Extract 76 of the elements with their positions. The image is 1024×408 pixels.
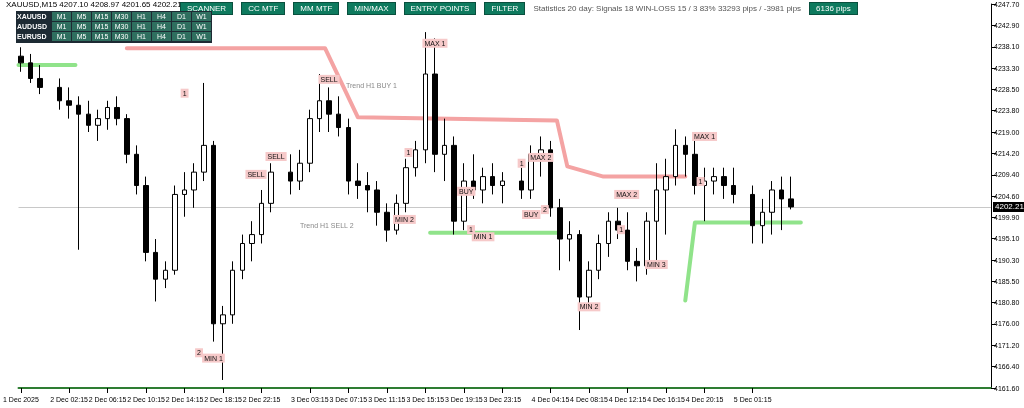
candlestick <box>606 211 611 258</box>
candlestick <box>18 46 24 73</box>
candlestick <box>442 118 447 182</box>
candlestick <box>663 158 669 236</box>
candlestick <box>596 234 601 280</box>
candlestick <box>240 234 245 280</box>
candlestick <box>211 140 216 343</box>
candlestick <box>490 162 495 195</box>
candlestick <box>326 86 332 133</box>
candlestick <box>307 109 313 173</box>
candlestick <box>191 162 197 209</box>
candlestick <box>480 167 486 204</box>
annotation: Statistics 20 day: Signals 18 WIN-LOSS 15 / 3 83% 33293 pips / -3981 pips <box>533 4 802 13</box>
candlestick <box>230 260 235 325</box>
candlestick <box>384 202 390 243</box>
candlestick <box>374 180 380 227</box>
candlestick <box>134 144 139 195</box>
candlestick <box>86 100 91 133</box>
candlestick <box>769 180 775 236</box>
candlestick <box>500 171 505 204</box>
candlestick <box>760 198 765 244</box>
candlestick <box>355 162 361 200</box>
candlestick <box>182 171 187 218</box>
candlestick <box>37 64 43 95</box>
candlestick <box>105 100 110 131</box>
candlestick <box>249 220 255 262</box>
candlestick <box>567 220 572 262</box>
candlestick <box>143 176 149 262</box>
chart-title: XAUUSD,M15 4207.10 4208.97 4201.65 4202.21 <box>6 0 182 9</box>
annotation: CC MTF <box>241 2 286 15</box>
candlestick <box>76 95 81 251</box>
candlestick <box>519 167 524 200</box>
annotation: ENTRY POINTS <box>403 2 477 15</box>
candlestick <box>692 140 698 195</box>
candlestick <box>288 153 293 195</box>
candlestick <box>163 260 168 289</box>
annotation: SCANNER <box>187 4 227 13</box>
candlestick <box>557 198 563 271</box>
candlestick <box>57 77 62 111</box>
candlestick <box>95 109 101 142</box>
candlestick <box>336 95 341 137</box>
candlestick <box>297 149 303 191</box>
candlestick <box>201 82 207 182</box>
candlestick <box>731 167 736 204</box>
candlestick <box>317 73 322 133</box>
candlestick <box>683 135 688 178</box>
candlestick <box>403 158 409 213</box>
candlestick <box>788 176 794 210</box>
candlestick <box>28 53 33 84</box>
candlestick <box>153 238 158 302</box>
candlestick <box>124 113 130 164</box>
candlestick <box>625 211 630 271</box>
candlestick <box>654 162 659 262</box>
candlestick <box>750 185 755 244</box>
candlestick <box>721 167 727 200</box>
ref-line-label: 4202.21 <box>995 202 1024 212</box>
candlestick <box>673 128 678 187</box>
annotation: FILTER <box>484 2 526 15</box>
candlestick <box>268 162 274 213</box>
candlestick <box>634 247 640 282</box>
annotation: MIN/MAX <box>347 2 396 15</box>
annotation: MM MTF <box>293 2 340 15</box>
candlestick <box>577 229 582 331</box>
annotation: 6136 pips <box>809 2 858 15</box>
line-series <box>124 46 688 179</box>
candlestick <box>346 118 351 195</box>
candlestick <box>779 176 784 231</box>
candlestick <box>451 135 457 236</box>
candlestick <box>220 305 226 381</box>
candlestick <box>711 167 717 195</box>
candlestick <box>66 86 72 120</box>
candlestick <box>413 140 418 178</box>
candlestick <box>259 189 264 244</box>
candlestick <box>365 171 370 213</box>
candlestick <box>172 185 178 276</box>
candlestick <box>114 95 120 126</box>
